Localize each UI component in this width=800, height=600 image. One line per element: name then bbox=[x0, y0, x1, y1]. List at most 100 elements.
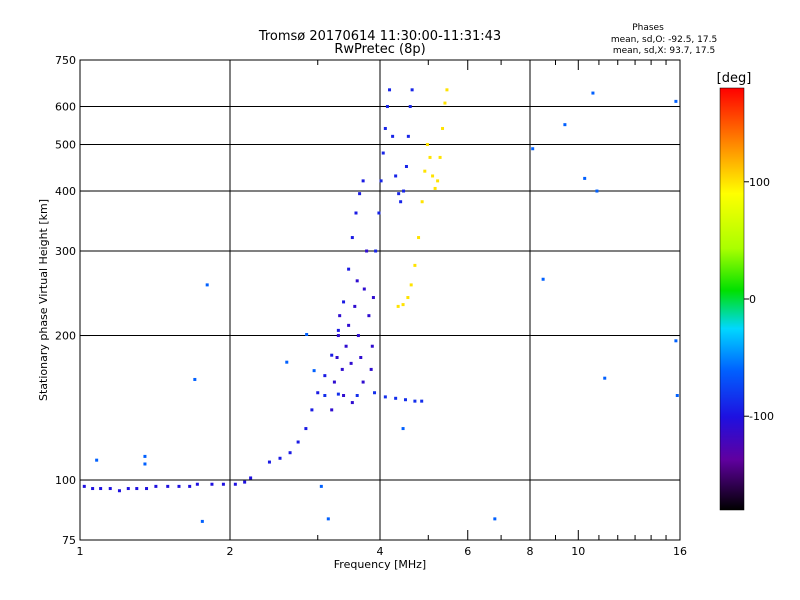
echo-point bbox=[394, 396, 398, 400]
echo-point bbox=[417, 236, 421, 240]
y-axis-label: Stationary phase Virtual Height [km] bbox=[37, 199, 50, 401]
echo-point bbox=[359, 355, 363, 359]
chart-title: Tromsø 20170614 11:30:00-11:31:43 bbox=[258, 29, 501, 44]
echo-point bbox=[674, 99, 678, 103]
echo-point bbox=[394, 174, 398, 178]
echo-point bbox=[356, 334, 360, 338]
echo-point bbox=[296, 440, 300, 444]
echo-point bbox=[221, 482, 225, 486]
echo-point bbox=[436, 179, 440, 183]
echo-point bbox=[349, 361, 353, 365]
series-f1-trace bbox=[267, 179, 365, 464]
echo-point bbox=[403, 398, 407, 402]
echo-point bbox=[143, 462, 147, 466]
echo-point bbox=[316, 391, 320, 395]
echo-point bbox=[200, 519, 204, 523]
echo-point bbox=[583, 176, 587, 180]
echo-point bbox=[210, 482, 214, 486]
echo-point bbox=[431, 174, 435, 178]
echo-point bbox=[353, 304, 357, 308]
echo-point bbox=[370, 344, 374, 348]
echo-point bbox=[358, 192, 362, 196]
x-tick-label: 4 bbox=[377, 545, 384, 558]
echo-point bbox=[413, 263, 417, 267]
echo-point bbox=[344, 344, 348, 348]
echo-point bbox=[310, 408, 314, 412]
echo-point bbox=[428, 155, 432, 159]
echo-point bbox=[402, 189, 406, 193]
echo-point bbox=[166, 484, 170, 488]
echo-point bbox=[445, 88, 449, 92]
echo-point bbox=[278, 456, 282, 460]
echo-point bbox=[541, 277, 545, 281]
echo-point bbox=[409, 283, 413, 287]
colorbar-ticks: 100 0 -100 bbox=[744, 176, 774, 423]
echo-point bbox=[285, 360, 289, 364]
axis-ticks: 1 2 4 6 8 10 16 75 100 200 300 400 500 600 750 bbox=[55, 54, 687, 558]
chart-subtitle: RwPretec (8p) bbox=[334, 42, 425, 57]
echo-point bbox=[374, 249, 378, 253]
echo-point bbox=[336, 334, 340, 338]
phases-mean-x: mean, sd,X: 93.7, 17.5 bbox=[613, 46, 715, 56]
echo-point bbox=[117, 489, 121, 493]
echo-point bbox=[413, 399, 417, 403]
series-scattered bbox=[95, 91, 679, 523]
echo-point bbox=[342, 394, 346, 398]
echo-point bbox=[135, 487, 139, 491]
echo-point bbox=[367, 314, 371, 318]
x-tick-label: 10 bbox=[571, 545, 585, 558]
echo-point bbox=[423, 169, 427, 173]
y-tick-label: 300 bbox=[55, 245, 76, 258]
series-f2-ordinary bbox=[374, 88, 414, 253]
series-f1-spread bbox=[330, 249, 375, 412]
echo-point bbox=[95, 458, 99, 462]
echo-point bbox=[361, 179, 365, 183]
echo-point bbox=[288, 451, 292, 455]
echo-point bbox=[591, 91, 595, 95]
echo-point bbox=[371, 296, 375, 300]
echo-points bbox=[82, 88, 679, 523]
x-tick-label: 16 bbox=[673, 545, 687, 558]
x-tick-label: 6 bbox=[464, 545, 471, 558]
echo-point bbox=[443, 101, 447, 105]
echo-point bbox=[383, 126, 387, 130]
echo-point bbox=[391, 134, 395, 138]
x-tick-label: 2 bbox=[227, 545, 234, 558]
echo-point bbox=[267, 460, 271, 464]
echo-point bbox=[305, 332, 309, 336]
echo-point bbox=[675, 394, 679, 398]
echo-point bbox=[312, 369, 316, 373]
echo-point bbox=[145, 487, 149, 491]
echo-point bbox=[336, 392, 340, 396]
echo-point bbox=[410, 88, 414, 92]
echo-point bbox=[326, 517, 330, 521]
echo-point bbox=[355, 394, 359, 398]
echo-point bbox=[493, 517, 497, 521]
y-tick-label: 750 bbox=[55, 54, 76, 67]
echo-point bbox=[441, 126, 445, 130]
echo-point bbox=[595, 189, 599, 193]
echo-point bbox=[233, 482, 237, 486]
echo-point bbox=[188, 484, 192, 488]
colorbar-tick-label: 0 bbox=[749, 293, 756, 306]
echo-point bbox=[350, 401, 354, 405]
echo-point bbox=[99, 487, 103, 491]
echo-point bbox=[383, 395, 387, 399]
echo-point bbox=[563, 123, 567, 127]
echo-point bbox=[354, 211, 358, 215]
echo-point bbox=[126, 487, 130, 491]
echo-point bbox=[193, 377, 197, 381]
echo-point bbox=[408, 105, 412, 109]
echo-point bbox=[340, 367, 344, 371]
echo-point bbox=[195, 482, 199, 486]
echo-point bbox=[355, 279, 359, 283]
phases-heading: Phases bbox=[632, 23, 664, 33]
echo-point bbox=[154, 484, 158, 488]
echo-point bbox=[362, 287, 366, 291]
echo-point bbox=[399, 200, 403, 204]
echo-point bbox=[404, 164, 408, 168]
echo-point bbox=[379, 179, 383, 183]
y-tick-label: 75 bbox=[62, 534, 76, 547]
